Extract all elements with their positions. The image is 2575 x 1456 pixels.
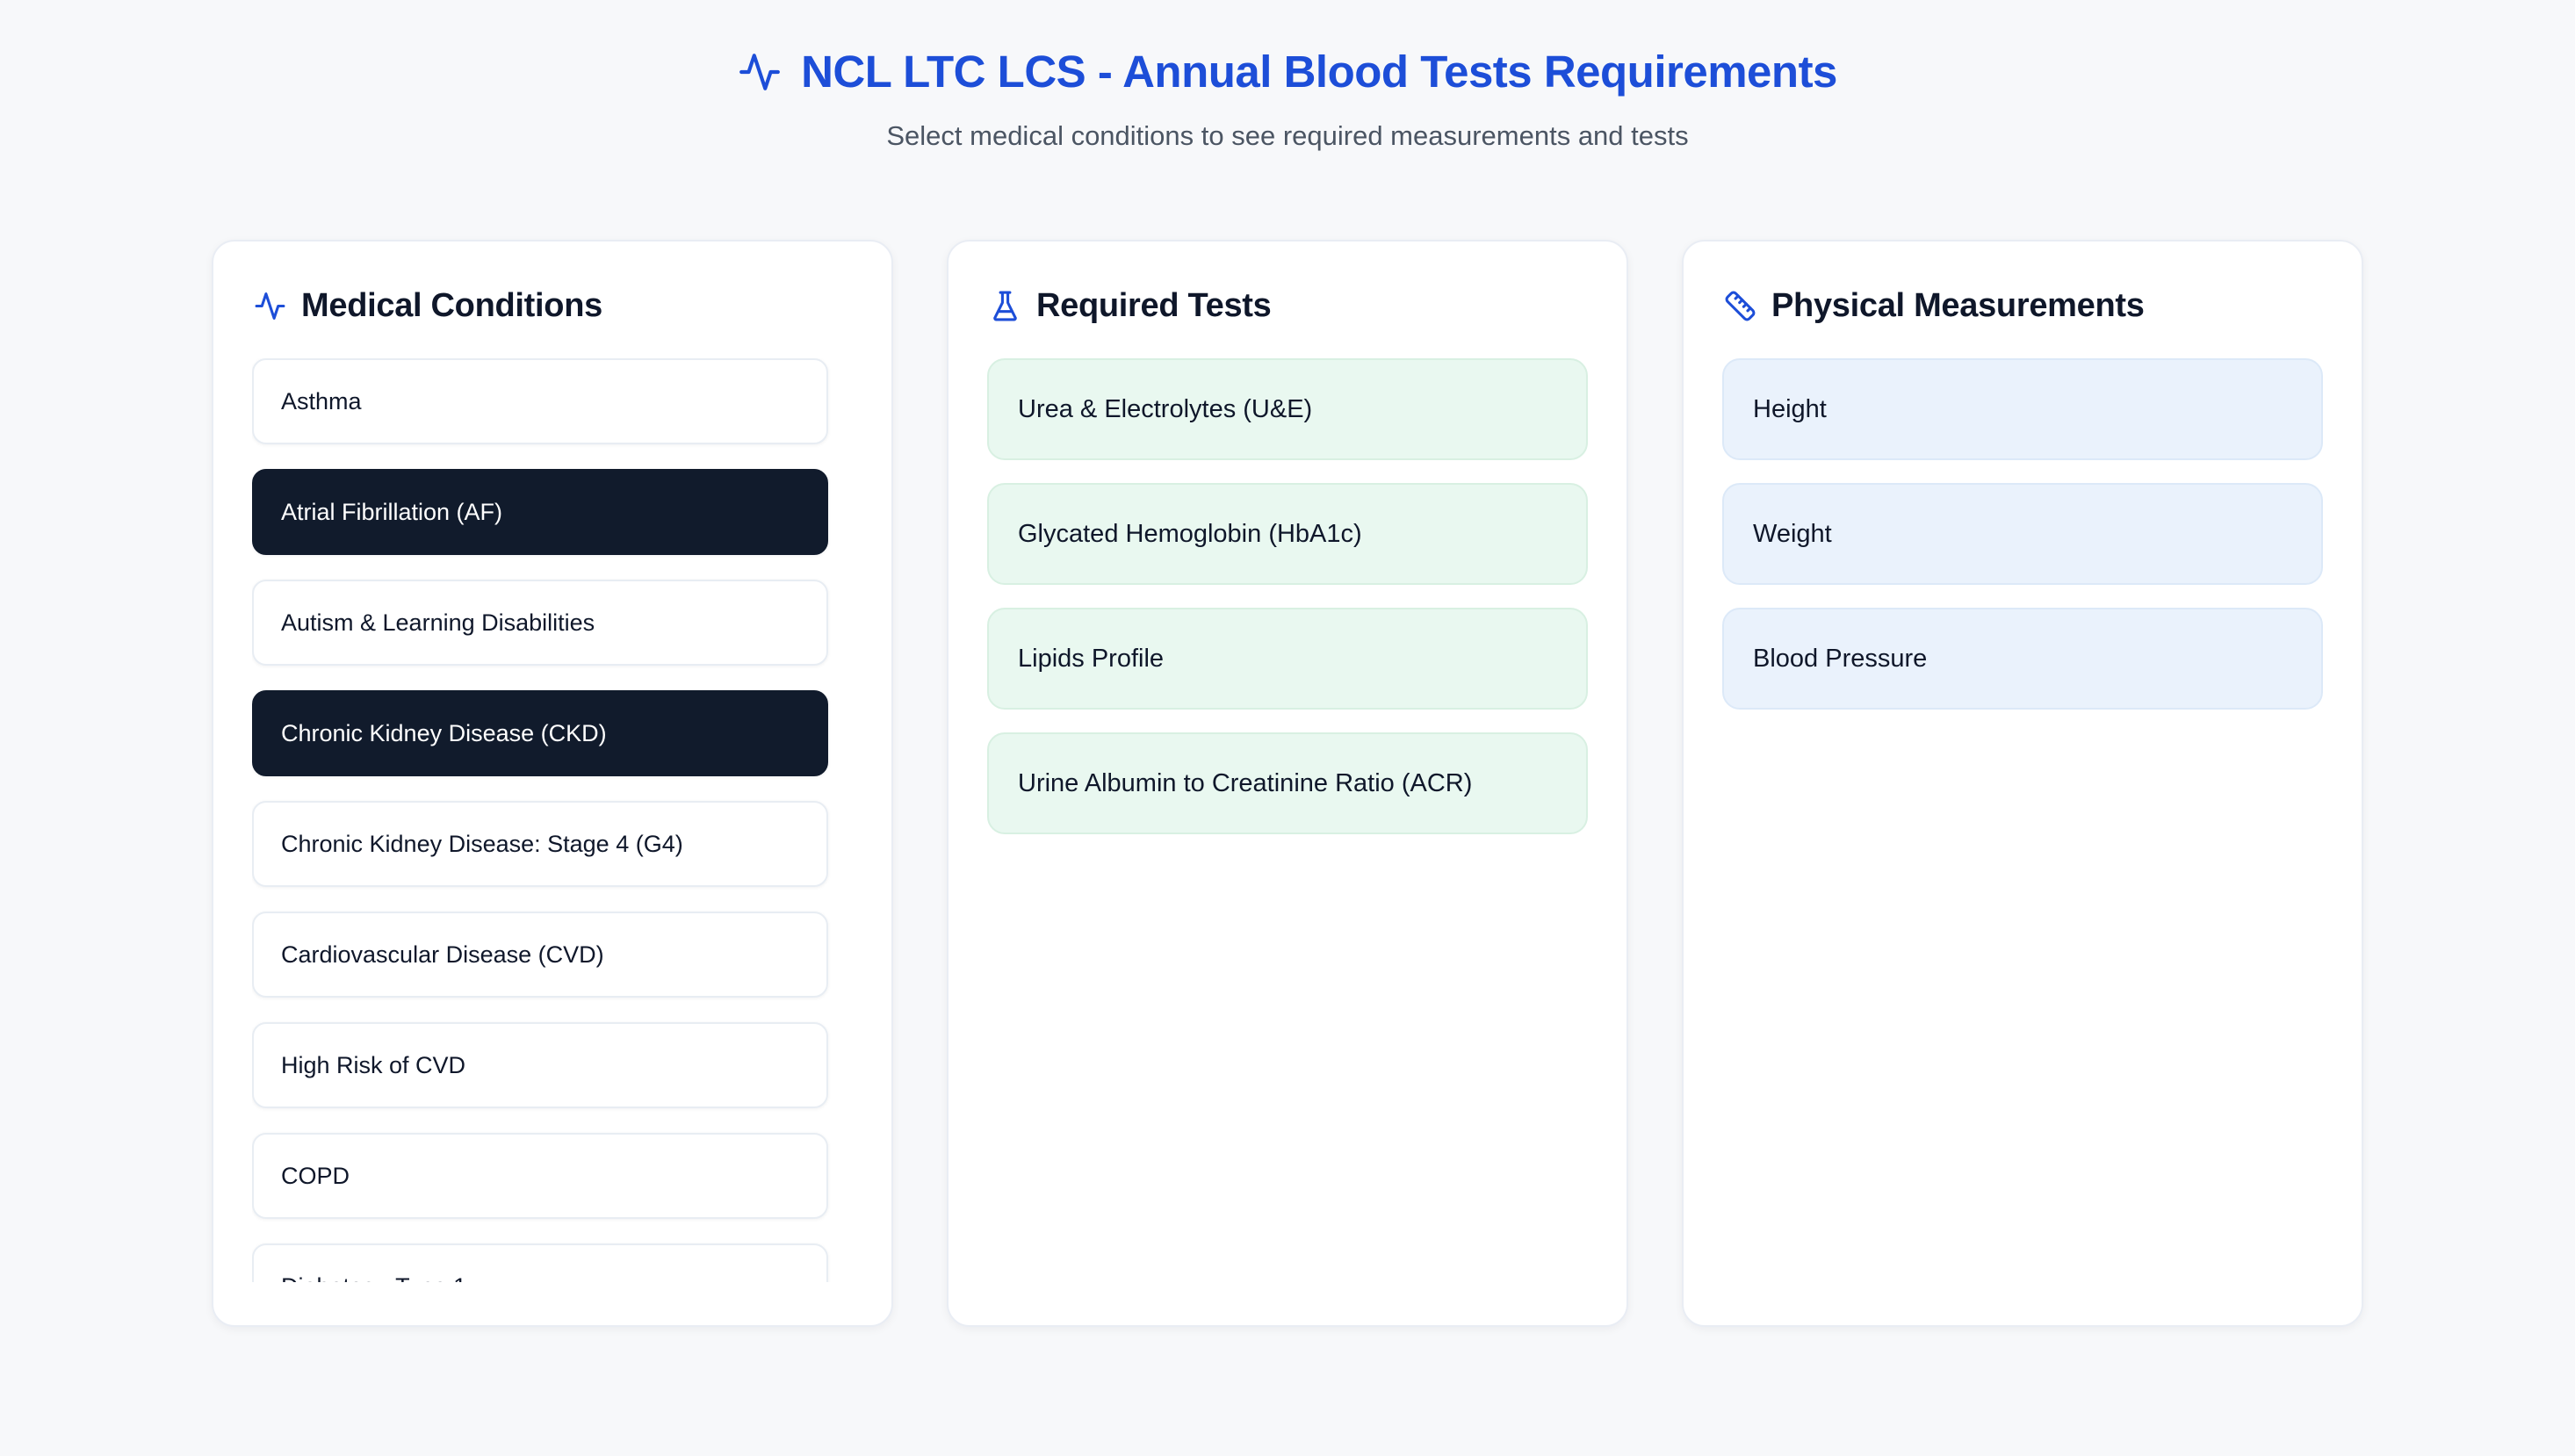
test-card: Urine Albumin to Creatinine Ratio (ACR) <box>987 732 1588 834</box>
flask-icon <box>993 291 1017 321</box>
condition-item[interactable]: Cardiovascular Disease (CVD) <box>252 912 828 998</box>
panel-title-physical-measurements: Physical Measurements <box>1771 287 2145 324</box>
condition-item[interactable]: Chronic Kidney Disease: Stage 4 (G4) <box>252 801 828 887</box>
condition-item[interactable]: Autism & Learning Disabilities <box>252 580 828 666</box>
page-title: NCL LTC LCS - Annual Blood Tests Require… <box>801 47 1837 97</box>
activity-icon <box>739 53 780 90</box>
measurement-card: Weight <box>1722 483 2323 585</box>
conditions-list[interactable]: Asthma Atrial Fibrillation (AF) Autism & L… <box>252 358 853 1282</box>
condition-item[interactable]: Diabetes - Type 1 <box>252 1243 828 1282</box>
condition-item[interactable]: High Risk of CVD <box>252 1022 828 1108</box>
app-header: NCL LTC LCS - Annual Blood Tests Require… <box>0 0 2575 152</box>
condition-item[interactable]: COPD <box>252 1133 828 1219</box>
panel-title-required-tests: Required Tests <box>1036 287 1272 324</box>
panel-header-required-tests: Required Tests <box>989 287 1586 325</box>
panel-title-medical-conditions: Medical Conditions <box>301 287 602 324</box>
condition-item[interactable]: Atrial Fibrillation (AF) <box>252 469 828 555</box>
content-columns: Medical Conditions Asthma Atrial Fibrilla… <box>212 240 2363 1327</box>
measurement-card: Height <box>1722 358 2323 460</box>
ruler-icon <box>1725 291 1756 321</box>
page-subtitle: Select medical conditions to see require… <box>886 120 1689 151</box>
measurement-card: Blood Pressure <box>1722 608 2323 710</box>
tests-list: Urea & Electrolytes (U&E) Glycated Hemogl… <box>987 358 1588 834</box>
panel-header-physical-measurements: Physical Measurements <box>1724 287 2321 325</box>
condition-item[interactable]: Chronic Kidney Disease (CKD) <box>252 690 828 776</box>
test-card: Lipids Profile <box>987 608 1588 710</box>
measurements-list: Height Weight Blood Pressure <box>1722 358 2323 710</box>
panel-physical-measurements: Physical Measurements Height Weight Blood … <box>1682 240 2363 1327</box>
panel-required-tests: Required Tests Urea & Electrolytes (U&E)… <box>947 240 1628 1327</box>
panel-medical-conditions: Medical Conditions Asthma Atrial Fibrilla… <box>212 240 893 1327</box>
activity-icon <box>255 292 285 320</box>
test-card: Urea & Electrolytes (U&E) <box>987 358 1588 460</box>
panel-header-medical-conditions: Medical Conditions <box>254 287 851 325</box>
condition-item[interactable]: Asthma <box>252 358 828 444</box>
test-card: Glycated Hemoglobin (HbA1c) <box>987 483 1588 585</box>
